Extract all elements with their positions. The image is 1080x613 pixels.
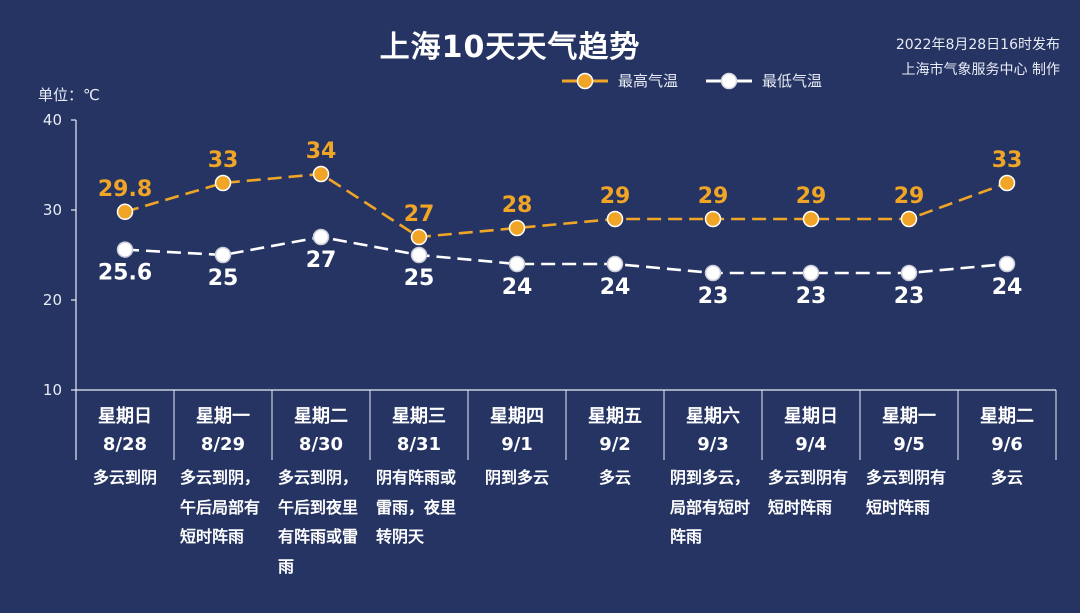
legend-high-label: 最高气温 [618, 72, 679, 90]
day-date-label: 9/5 [893, 434, 925, 455]
y-tick-label: 40 [43, 111, 62, 129]
day-date-label: 8/29 [201, 434, 245, 455]
weather-description: 多云到阴，午后到夜里有阵雨或雷雨 [278, 468, 359, 576]
low-series-value-label: 23 [796, 284, 827, 309]
high-series-value-label: 29 [698, 184, 729, 209]
day-name-label: 星期二 [980, 406, 1034, 427]
legend-item-high: 最高气温 [560, 70, 678, 91]
high-series-value-label: 29 [894, 184, 925, 209]
publish-info: 2022年8月28日16时发布 上海市气象服务中心 制作 [896, 33, 1060, 83]
low-series-line [124, 235, 1008, 275]
low-series-point [214, 246, 232, 264]
low-series-point [998, 255, 1016, 273]
day-name-label: 星期一 [882, 406, 936, 427]
high-series-value-label: 34 [306, 139, 337, 164]
low-series-point [606, 255, 624, 273]
weather-description: 多云到阴有短时阵雨 [768, 468, 849, 517]
low-series-point [312, 228, 330, 246]
low-series-point [900, 264, 918, 282]
weather-description: 多云到阴 [92, 468, 157, 487]
high-series-point [116, 203, 134, 221]
legend-item-low: 最低气温 [704, 70, 822, 91]
high-series-point [508, 219, 526, 237]
high-series-value-label: 33 [992, 148, 1023, 173]
day-name-label: 星期二 [294, 406, 348, 427]
day-name-label: 星期日 [98, 406, 152, 427]
high-series-point [606, 210, 624, 228]
low-series-point [410, 246, 428, 264]
low-series-value-label: 23 [894, 284, 925, 309]
day-date-label: 9/3 [697, 434, 729, 455]
high-series-point [900, 210, 918, 228]
day-date-label: 8/28 [103, 434, 147, 455]
high-series-point [704, 210, 722, 228]
day-date-label: 9/2 [599, 434, 631, 455]
day-name-label: 星期四 [490, 406, 544, 427]
day-date-label: 9/6 [991, 434, 1023, 455]
low-series-point [802, 264, 820, 282]
low-series-value-label: 27 [306, 248, 337, 273]
low-series-value-label: 25 [404, 266, 435, 291]
day-name-label: 星期五 [588, 406, 642, 427]
weather-description: 多云到阴，午后局部有短时阵雨 [180, 468, 261, 546]
weather-description: 多云到阴有短时阵雨 [866, 468, 947, 517]
low-series-point [704, 264, 722, 282]
day-date-label: 8/30 [299, 434, 343, 455]
low-series-value-label: 24 [502, 275, 533, 300]
high-series-value-label: 29 [796, 184, 827, 209]
high-series-point [410, 228, 428, 246]
low-series-point [508, 255, 526, 273]
high-series-point [214, 174, 232, 192]
weather-description: 阴到多云 [484, 468, 549, 487]
day-date-label: 8/31 [397, 434, 441, 455]
weather-description: 多云 [990, 468, 1023, 487]
high-series-point [312, 165, 330, 183]
weather-description: 多云 [598, 468, 631, 487]
page-title: 上海10天天气趋势 [379, 30, 641, 65]
low-series-value-label: 24 [600, 275, 631, 300]
legend-low-marker [706, 72, 753, 89]
day-name-label: 星期一 [196, 406, 250, 427]
day-name-label: 星期日 [784, 406, 838, 427]
high-series-value-label: 33 [208, 148, 239, 173]
y-tick-label: 30 [43, 201, 62, 219]
day-name-label: 星期三 [392, 406, 446, 427]
high-series-point [802, 210, 820, 228]
day-date-label: 9/1 [501, 434, 533, 455]
publish-time: 2022年8月28日16时发布 [895, 37, 1060, 53]
weather-description: 阴到多云，局部有短时阵雨 [670, 468, 751, 546]
high-series-value-label: 29.8 [98, 177, 152, 202]
weather-description: 阴有阵雨或雷雨，夜里转阴天 [376, 468, 457, 546]
high-series-value-label: 28 [502, 193, 533, 218]
high-series-value-label: 29 [600, 184, 631, 209]
low-series-value-label: 24 [992, 275, 1023, 300]
y-tick-label: 20 [43, 291, 62, 309]
day-name-label: 星期六 [686, 405, 740, 427]
legend: 最高气温 最低气温 [560, 70, 848, 91]
high-series-point [998, 174, 1016, 192]
unit-label: 单位：℃ [38, 86, 100, 104]
low-series-value-label: 25.6 [98, 261, 152, 286]
high-series-value-label: 27 [404, 202, 435, 227]
low-series-point [116, 241, 134, 258]
low-series-value-label: 23 [698, 284, 729, 309]
legend-low-label: 最低气温 [762, 72, 823, 90]
day-date-label: 9/4 [795, 434, 827, 455]
publisher: 上海市气象服务中心 制作 [901, 62, 1060, 78]
y-tick-label: 10 [43, 381, 62, 399]
legend-high-marker [562, 72, 608, 89]
high-series-line [124, 172, 1008, 239]
low-series-value-label: 25 [208, 266, 239, 291]
